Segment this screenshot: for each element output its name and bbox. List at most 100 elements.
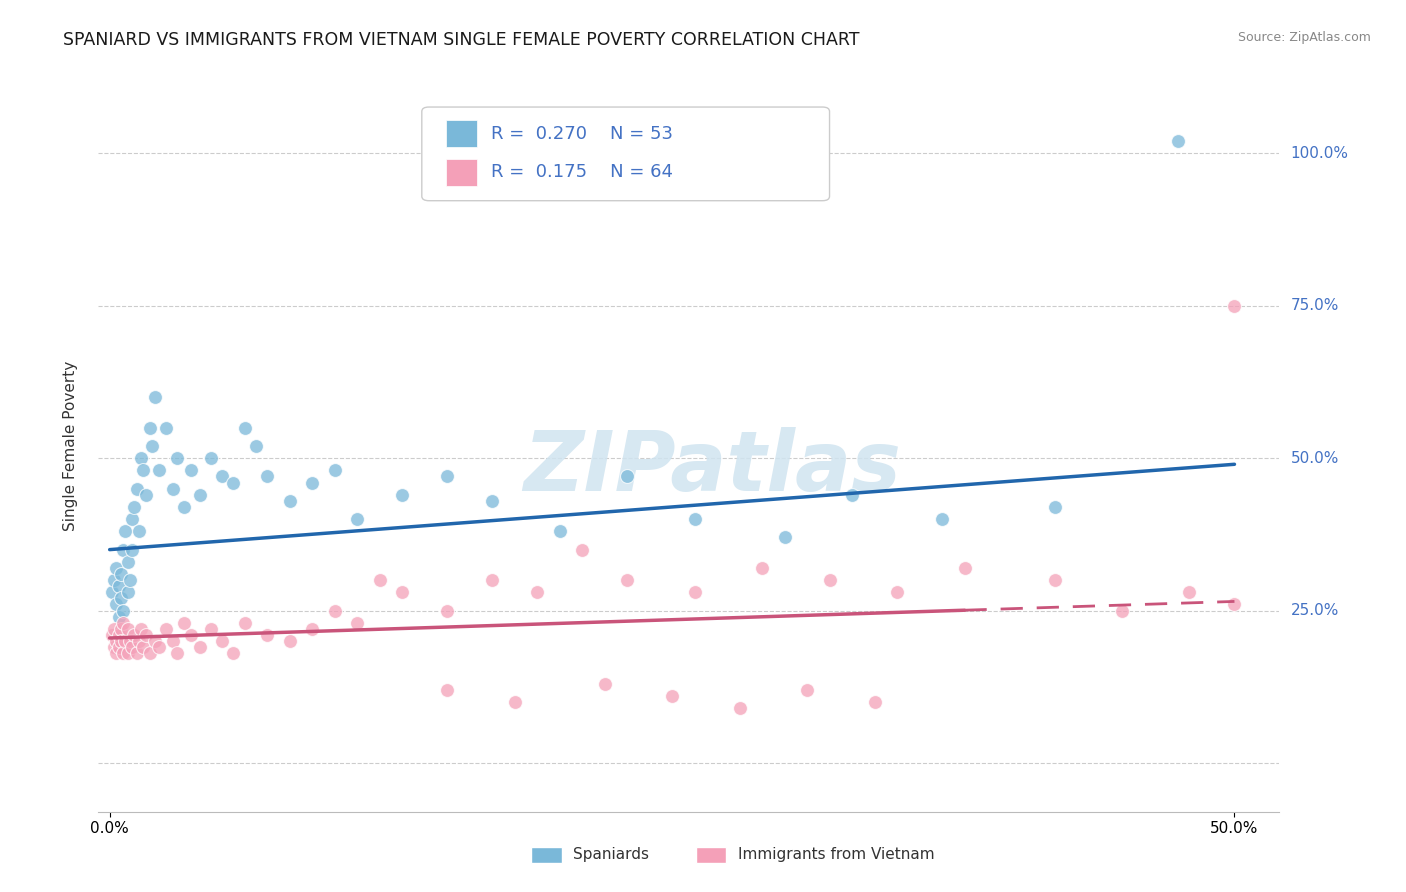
Point [481,494,503,508]
Point [323,604,346,618]
Point [101,585,124,599]
Point [222,475,245,490]
Point [211,634,233,648]
Point [155,421,177,435]
Point [346,615,368,630]
Point [616,573,638,587]
Text: Spaniards: Spaniards [574,847,650,862]
Point [129,622,152,636]
Point [245,439,267,453]
Point [661,689,683,703]
Point [503,695,526,709]
Point [141,439,163,453]
Point [143,390,166,404]
Text: R =  0.175    N = 64: R = 0.175 N = 64 [491,163,672,181]
Point [436,469,458,483]
Point [105,634,128,648]
Point [683,585,706,599]
Point [105,646,128,660]
Point [110,591,132,606]
Point [173,615,195,630]
Point [180,463,202,477]
Point [155,622,177,636]
Point [211,469,233,483]
Point [233,615,256,630]
Text: Source: ZipAtlas.com: Source: ZipAtlas.com [1237,31,1371,45]
Text: Immigrants from Vietnam: Immigrants from Vietnam [738,847,934,862]
Point [391,585,413,599]
Point [162,634,184,648]
Point [105,598,128,612]
Point [188,488,211,502]
Text: R =  0.270    N = 53: R = 0.270 N = 53 [491,125,672,143]
Point [571,542,593,557]
Point [188,640,211,655]
Text: 100.0%: 100.0% [1291,146,1348,161]
Point [323,463,346,477]
Point [118,573,141,587]
Point [166,451,188,466]
Point [436,604,458,618]
Point [278,634,301,648]
Text: 50.0%: 50.0% [1291,450,1339,466]
Point [863,695,886,709]
Point [101,628,124,642]
Point [121,512,143,526]
Point [162,482,184,496]
Point [173,500,195,514]
Point [139,646,162,660]
Point [107,628,129,642]
Point [148,640,170,655]
Point [148,463,170,477]
Point [139,421,162,435]
Point [278,494,301,508]
Point [751,561,773,575]
Point [118,634,141,648]
Point [112,542,135,557]
Text: ZIPatlas: ZIPatlas [523,427,901,508]
Point [841,488,863,502]
Point [1223,299,1246,313]
Point [135,628,157,642]
Point [114,524,136,539]
Point [112,646,135,660]
Point [112,615,135,630]
Point [368,573,391,587]
Point [107,640,129,655]
Point [132,640,155,655]
Point [107,609,129,624]
Text: 75.0%: 75.0% [1291,298,1339,313]
Point [166,646,188,660]
Point [391,488,413,502]
Point [886,585,908,599]
Point [112,604,135,618]
Point [1043,573,1066,587]
Point [128,524,150,539]
Point [222,646,245,660]
Point [103,640,125,655]
Point [114,634,136,648]
Point [301,622,323,636]
Point [103,622,125,636]
Point [125,482,148,496]
Point [117,585,139,599]
Point [436,682,458,697]
Text: 25.0%: 25.0% [1291,603,1339,618]
Point [346,512,368,526]
Point [256,628,278,642]
Point [1223,598,1246,612]
Point [953,561,976,575]
Point [117,646,139,660]
Point [110,634,132,648]
Point [200,451,222,466]
Point [143,634,166,648]
Point [132,463,155,477]
Point [105,561,128,575]
Point [121,542,143,557]
Point [1043,500,1066,514]
Point [121,640,143,655]
Point [128,634,150,648]
Point [1111,604,1133,618]
Text: SPANIARD VS IMMIGRANTS FROM VIETNAM SINGLE FEMALE POVERTY CORRELATION CHART: SPANIARD VS IMMIGRANTS FROM VIETNAM SING… [63,31,860,49]
Point [728,701,751,715]
